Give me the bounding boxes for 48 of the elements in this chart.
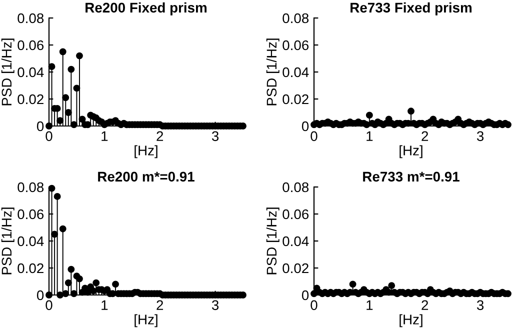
x-tick-label: 0	[310, 300, 318, 310]
y-tick-label: 0.04	[18, 236, 44, 246]
y-tick-label: 0.04	[282, 236, 309, 246]
y-tick-label: 0.08	[18, 182, 44, 192]
y-axis-title: PSD [1/Hz]	[266, 208, 280, 274]
y-tick-label: 0.06	[18, 40, 44, 50]
x-tick-label: 2	[422, 300, 428, 310]
y-axis-title: PSD [1/Hz]	[1, 38, 14, 106]
x-axis-title: [Hz]	[400, 145, 422, 158]
y-tick-label: 0	[302, 290, 309, 300]
x-tick-label: 0	[310, 131, 318, 142]
y-axis-title: PSD [1/Hz]	[1, 208, 14, 274]
y-tick-label: 0.04	[18, 67, 44, 78]
chart-title: Re733 m*=0.91	[363, 172, 460, 182]
x-tick-label: 3	[476, 300, 484, 310]
x-axis-title: [Hz]	[134, 314, 158, 328]
x-tick-label: 3	[212, 131, 219, 142]
y-tick-label: 0	[36, 290, 44, 300]
chart-title: Re200 Fixed prism	[86, 2, 207, 16]
y-tick-label: 0	[36, 121, 44, 132]
x-tick-label: 1	[102, 300, 108, 310]
x-tick-label: 3	[212, 300, 219, 310]
y-tick-label: 0.02	[282, 94, 308, 104]
y-tick-label: 0	[302, 121, 309, 132]
y-axis-title: PSD [1/Hz]	[266, 38, 280, 106]
y-tick-label: 0.08	[18, 13, 44, 24]
y-tick-label: 0.06	[282, 40, 309, 50]
x-tick-label: 2	[156, 131, 164, 141]
chart-title: Re200 m*=0.91	[98, 172, 194, 182]
x-tick-label: 2	[422, 131, 428, 141]
x-axis-title: [Hz]	[134, 145, 158, 158]
chart-title: Re733 Fixed prism	[350, 2, 472, 16]
x-tick-label: 2	[156, 300, 164, 310]
x-tick-label: 0	[46, 300, 52, 310]
y-tick-label: 0.08	[282, 182, 309, 192]
x-tick-label: 0	[46, 131, 52, 142]
x-tick-label: 1	[102, 131, 108, 141]
y-tick-label: 0.08	[282, 13, 309, 24]
y-tick-label: 0.02	[18, 263, 44, 274]
x-tick-label: 1	[366, 300, 373, 310]
y-tick-label: 0.06	[18, 209, 44, 220]
x-tick-label: 3	[476, 131, 484, 142]
x-tick-label: 1	[366, 131, 373, 141]
y-tick-label: 0.06	[282, 209, 309, 220]
y-tick-label: 0.04	[282, 67, 309, 78]
x-axis-title: [Hz]	[400, 314, 422, 328]
y-tick-label: 0.02	[18, 94, 44, 104]
y-tick-label: 0.02	[282, 263, 308, 274]
